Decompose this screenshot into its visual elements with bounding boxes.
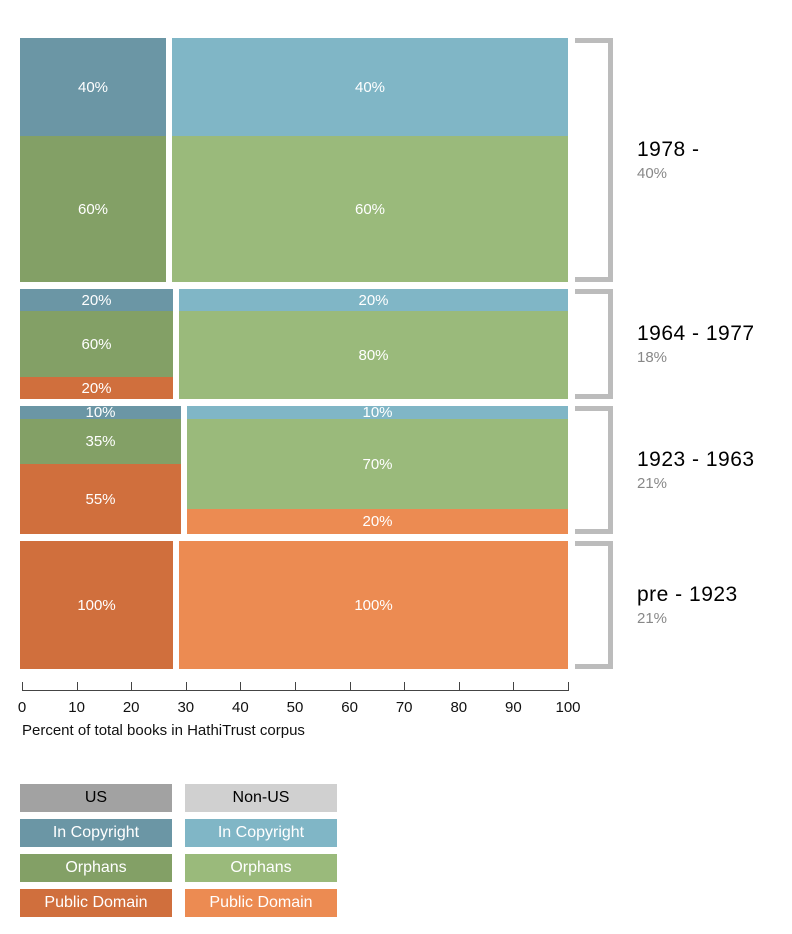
segment-label: 80% bbox=[358, 346, 389, 364]
axis-tick bbox=[295, 682, 296, 690]
axis-tick-label: 50 bbox=[286, 699, 304, 716]
segment-nonus-public-domain: 100% bbox=[179, 541, 568, 669]
axis-title: Percent of total books in HathiTrust cor… bbox=[22, 722, 305, 739]
axis-tick bbox=[404, 682, 406, 690]
legend-header-us: US bbox=[20, 784, 172, 812]
x-axis-line bbox=[22, 690, 569, 691]
era-bracket bbox=[575, 289, 613, 399]
segment-nonus-in-copyright: 40% bbox=[172, 38, 568, 136]
legend-item-nonus-in-copyright: In Copyright bbox=[185, 819, 337, 847]
segment-us-public-domain: 20% bbox=[20, 377, 173, 399]
segment-us-in-copyright: 10% bbox=[20, 404, 181, 421]
axis-tick-label: 90 bbox=[505, 699, 522, 716]
segment-nonus-orphans: 70% bbox=[187, 419, 568, 509]
segment-nonus-in-copyright: 10% bbox=[187, 404, 568, 421]
segment-label: 20% bbox=[81, 291, 112, 309]
axis-tick bbox=[458, 682, 460, 690]
era-bracket bbox=[575, 541, 613, 669]
axis-tick-label: 30 bbox=[177, 699, 195, 716]
axis-tick bbox=[513, 682, 515, 690]
segment-nonus-public-domain: 20% bbox=[187, 509, 568, 534]
segment-label: 55% bbox=[85, 490, 116, 508]
segment-us-orphans: 60% bbox=[20, 311, 173, 377]
era-bracket bbox=[575, 38, 613, 282]
segment-nonus-orphans: 80% bbox=[179, 311, 568, 399]
segment-label: 20% bbox=[358, 291, 389, 309]
legend-item-nonus-orphans: Orphans bbox=[185, 854, 337, 882]
axis-tick bbox=[240, 682, 242, 690]
era-share-label: 18% bbox=[637, 349, 668, 366]
legend-item-nonus-public-domain: Public Domain bbox=[185, 889, 337, 917]
segment-nonus-in-copyright: 20% bbox=[179, 289, 568, 311]
segment-us-public-domain: 100% bbox=[20, 541, 173, 669]
segment-label: 10% bbox=[85, 404, 116, 421]
segment-label: 100% bbox=[354, 596, 393, 614]
segment-label: 60% bbox=[77, 200, 109, 218]
legend-item-us-orphans: Orphans bbox=[20, 854, 172, 882]
axis-tick-label: 20 bbox=[122, 699, 140, 716]
segment-label: 20% bbox=[362, 513, 393, 530]
segment-nonus-orphans: 60% bbox=[172, 136, 568, 282]
axis-tick bbox=[568, 682, 569, 690]
era-year-label: pre - 1923 bbox=[637, 583, 738, 606]
segment-us-orphans: 35% bbox=[20, 419, 181, 464]
axis-tick-label: 70 bbox=[395, 699, 413, 716]
era-year-label: 1923 - 1963 bbox=[637, 448, 755, 471]
era-share-label: 21% bbox=[637, 475, 668, 492]
segment-us-in-copyright: 20% bbox=[20, 289, 173, 311]
era-label: pre - 1923 21% bbox=[637, 583, 738, 627]
axis-tick-label: 10 bbox=[68, 699, 85, 716]
axis-tick bbox=[349, 682, 351, 690]
segment-label: 70% bbox=[362, 455, 393, 473]
segment-label: 20% bbox=[81, 379, 112, 397]
axis-tick-label: 40 bbox=[232, 699, 249, 716]
axis-tick bbox=[76, 682, 78, 690]
era-share-label: 40% bbox=[637, 165, 668, 182]
segment-label: 60% bbox=[354, 200, 386, 218]
segment-label: 35% bbox=[85, 433, 116, 450]
axis-tick-label: 100 bbox=[555, 699, 581, 716]
era-year-label: 1964 - 1977 bbox=[637, 322, 755, 345]
legend: US In Copyright Orphans Public Domain Non-US… bbox=[20, 784, 337, 917]
segment-label: 40% bbox=[77, 78, 109, 96]
era-label: 1923 - 1963 21% bbox=[637, 448, 755, 492]
legend-header-nonus: Non-US bbox=[185, 784, 337, 812]
segment-label: 60% bbox=[81, 335, 112, 353]
era-share-label: 21% bbox=[637, 610, 668, 627]
axis-tick-label: 80 bbox=[450, 699, 468, 716]
axis-tick bbox=[131, 682, 133, 690]
segment-label: 40% bbox=[354, 78, 386, 96]
legend-item-us-public-domain: Public Domain bbox=[20, 889, 172, 917]
era-bracket bbox=[575, 406, 613, 534]
era-label: 1978 - 40% bbox=[637, 138, 700, 182]
legend-column-nonus: Non-US In Copyright Orphans Public Domain bbox=[185, 784, 337, 917]
axis-tick-label: 60 bbox=[341, 699, 358, 716]
segment-label: 10% bbox=[362, 404, 393, 421]
legend-item-us-in-copyright: In Copyright bbox=[20, 819, 172, 847]
segment-us-in-copyright: 40% bbox=[20, 38, 166, 136]
axis-tick bbox=[22, 682, 23, 690]
segment-us-public-domain: 55% bbox=[20, 464, 181, 534]
era-year-label: 1978 - bbox=[637, 138, 700, 161]
segment-label: 100% bbox=[77, 596, 116, 614]
legend-column-us: US In Copyright Orphans Public Domain bbox=[20, 784, 172, 917]
era-label: 1964 - 1977 18% bbox=[637, 322, 755, 366]
segment-us-orphans: 60% bbox=[20, 136, 166, 282]
axis-tick-label: 0 bbox=[17, 699, 27, 716]
axis-tick bbox=[185, 682, 187, 690]
